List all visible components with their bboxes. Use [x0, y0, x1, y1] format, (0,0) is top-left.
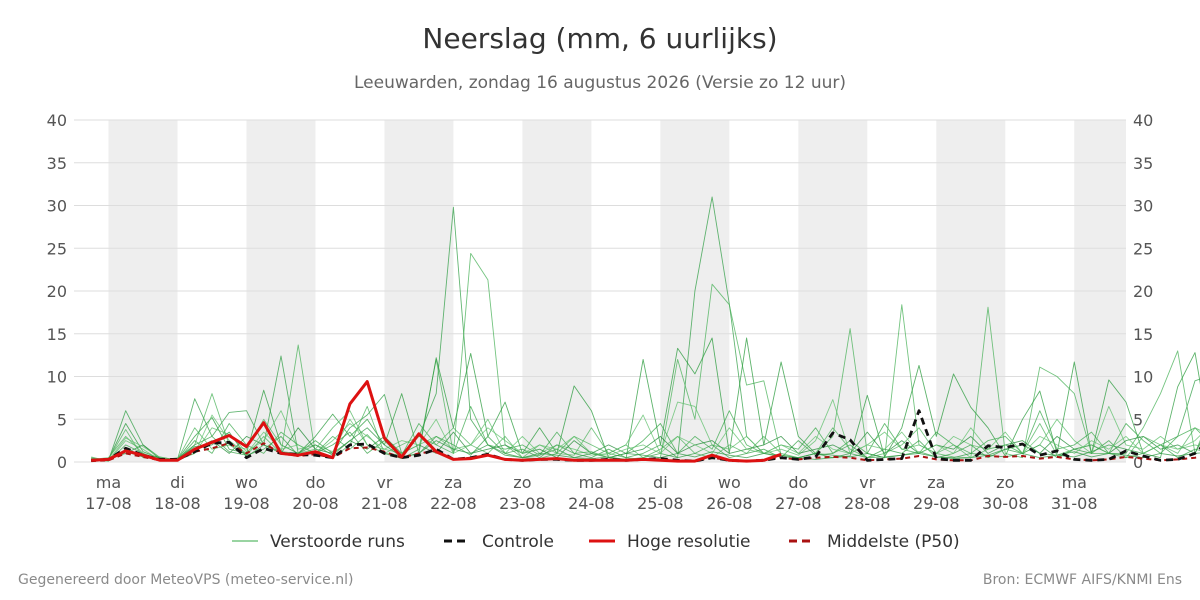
x-tick-label: di 18-08	[154, 473, 201, 513]
y-tick-label-left: 20	[47, 282, 67, 301]
x-tick-date: 25-08	[637, 494, 684, 513]
x-tick-day: do	[788, 473, 808, 492]
y-tick-label-left: 5	[57, 410, 67, 429]
x-tick-date: 30-08	[982, 494, 1029, 513]
x-tick-date: 21-08	[361, 494, 408, 513]
x-tick-day: ma	[96, 473, 121, 492]
x-tick-label: wo 19-08	[223, 473, 270, 513]
x-tick-date: 27-08	[775, 494, 822, 513]
x-tick-day: zo	[513, 473, 531, 492]
y-tick-label-right: 40	[1133, 111, 1153, 130]
x-tick-day: di	[170, 473, 185, 492]
x-tick-day: vr	[859, 473, 875, 492]
ensemble-member-line	[91, 410, 1200, 460]
y-tick-label-right: 5	[1133, 410, 1143, 429]
chart-subtitle: Leeuwarden, zondag 16 augustus 2026 (Ver…	[354, 73, 846, 93]
x-tick-date: 23-08	[499, 494, 546, 513]
legend-label: Hoge resolutie	[627, 532, 751, 552]
x-tick-day: ma	[1062, 473, 1087, 492]
x-tick-label: ma 24-08	[568, 473, 615, 513]
x-tick-label: ma 17-08	[85, 473, 132, 513]
x-tick-label: vr 28-08	[844, 473, 891, 513]
y-tick-label-left: 10	[47, 368, 67, 387]
y-axis-right: 0 5 10 15 20 25 30 35 40	[1133, 111, 1153, 472]
x-tick-day: ma	[579, 473, 604, 492]
legend: Verstoorde runs Controle Hoge resolutie Mid…	[232, 532, 960, 552]
y-tick-label-left: 25	[47, 239, 67, 258]
x-tick-date: 19-08	[223, 494, 270, 513]
x-tick-date: 31-08	[1051, 494, 1098, 513]
y-tick-label-right: 10	[1133, 368, 1153, 387]
x-tick-label: di 25-08	[637, 473, 684, 513]
x-tick-label: ma 31-08	[1051, 473, 1098, 513]
x-tick-day: za	[444, 473, 462, 492]
x-tick-day: za	[927, 473, 945, 492]
legend-label: Verstoorde runs	[270, 532, 405, 552]
x-tick-label: za 22-08	[430, 473, 477, 513]
y-axis-left: 0 5 10 15 20 25 30 35 40	[47, 111, 67, 472]
legend-label: Middelste (P50)	[827, 532, 960, 552]
series-line-hoge-resolutie	[91, 380, 782, 463]
x-tick-date: 26-08	[706, 494, 753, 513]
x-tick-label: wo 26-08	[706, 473, 753, 513]
x-tick-day: wo	[235, 473, 258, 492]
x-tick-label: do 20-08	[292, 473, 339, 513]
x-tick-date: 29-08	[913, 494, 960, 513]
x-tick-day: wo	[718, 473, 741, 492]
chart-title: Neerslag (mm, 6 uurlijks)	[422, 22, 778, 55]
x-axis: ma 17-08 di 18-08 wo 19-08 do 20-08 vr 21-08 za 22-…	[85, 473, 1097, 513]
x-tick-day: di	[653, 473, 668, 492]
y-tick-label-left: 40	[47, 111, 67, 130]
x-tick-label: vr 21-08	[361, 473, 408, 513]
legend-label: Controle	[482, 532, 554, 552]
x-tick-day: vr	[376, 473, 392, 492]
x-tick-label: zo 30-08	[982, 473, 1029, 513]
x-tick-date: 20-08	[292, 494, 339, 513]
y-tick-label-right: 20	[1133, 282, 1153, 301]
y-tick-label-left: 30	[47, 197, 67, 216]
y-tick-label-right: 35	[1133, 154, 1153, 173]
y-tick-label-right: 15	[1133, 325, 1153, 344]
y-tick-label-left: 0	[57, 453, 67, 472]
x-tick-date: 17-08	[85, 494, 132, 513]
y-tick-label-left: 35	[47, 154, 67, 173]
x-tick-date: 22-08	[430, 494, 477, 513]
footer-source: Bron: ECMWF AIFS/KNMI Ens	[982, 572, 1182, 588]
x-tick-label: zo 23-08	[499, 473, 546, 513]
y-tick-label-left: 15	[47, 325, 67, 344]
x-tick-date: 24-08	[568, 494, 615, 513]
x-tick-label: do 27-08	[775, 473, 822, 513]
grid-lines	[74, 119, 1126, 463]
footer-credit: Gegenereerd door MeteoVPS (meteo-service…	[18, 572, 354, 588]
y-tick-label-right: 0	[1133, 453, 1143, 472]
x-tick-day: zo	[996, 473, 1014, 492]
y-tick-label-right: 30	[1133, 197, 1153, 216]
x-tick-label: za 29-08	[913, 473, 960, 513]
x-tick-date: 28-08	[844, 494, 891, 513]
main-series-lines	[91, 380, 1200, 463]
y-tick-label-right: 25	[1133, 239, 1153, 258]
x-tick-day: do	[305, 473, 325, 492]
x-tick-date: 18-08	[154, 494, 201, 513]
